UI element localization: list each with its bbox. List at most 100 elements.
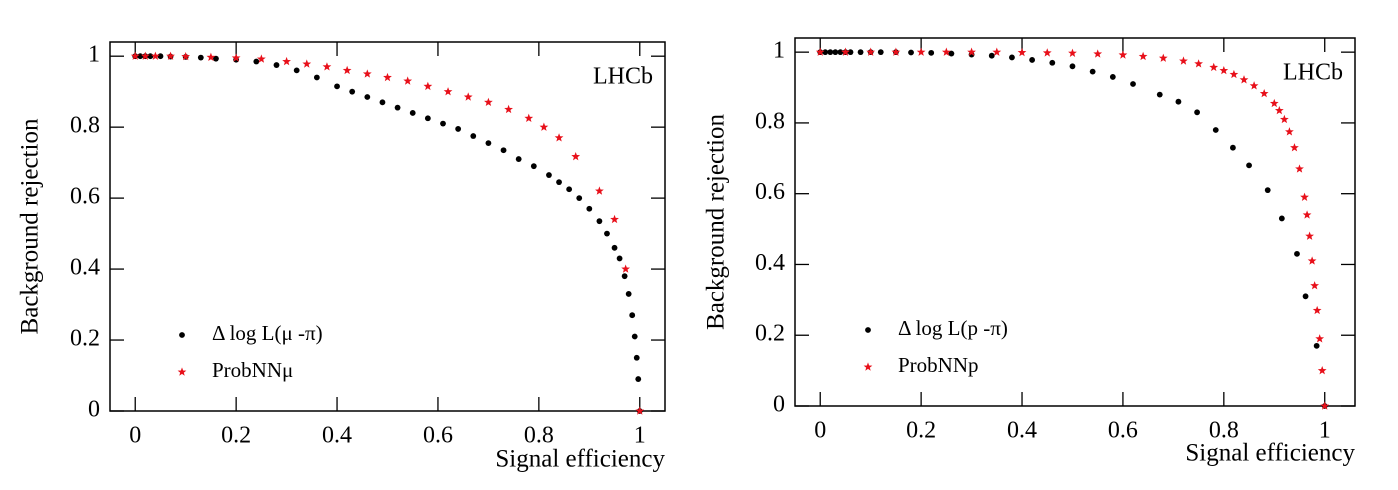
dot-marker <box>832 49 839 56</box>
dot-marker <box>1294 250 1300 257</box>
star-marker <box>362 69 372 78</box>
star-marker <box>1320 401 1330 410</box>
dot-marker <box>596 218 603 225</box>
dot-marker <box>1246 162 1252 169</box>
dot-marker <box>1109 74 1116 80</box>
star-marker <box>342 65 352 75</box>
dot-marker <box>1313 342 1320 349</box>
star-marker <box>841 47 850 56</box>
dot-marker <box>334 83 340 90</box>
star-marker <box>443 87 453 96</box>
dot-marker <box>349 88 356 95</box>
plot-frame <box>109 41 666 412</box>
star-marker <box>1219 65 1229 75</box>
plot-frame <box>794 37 1356 407</box>
dot-marker <box>822 49 829 56</box>
dot-marker <box>1264 187 1271 194</box>
star-marker <box>282 56 291 66</box>
y-tick-label: 0.4 <box>70 255 100 281</box>
y-tick-label: 0 <box>88 397 100 423</box>
dot-marker <box>611 244 618 251</box>
dot-marker <box>621 273 628 280</box>
y-tick-label: 0.6 <box>755 179 785 205</box>
dot-marker <box>928 49 935 56</box>
dot-marker <box>556 179 562 186</box>
legend-label: Δ log L(μ -π) <box>212 321 323 345</box>
star-marker <box>1279 114 1289 124</box>
dot-marker <box>1212 127 1219 133</box>
dot-marker <box>179 332 185 338</box>
y-tick-label: 0.2 <box>70 326 100 352</box>
star-marker <box>1017 47 1027 57</box>
star-marker <box>166 51 175 60</box>
annotation: LHCb <box>593 64 653 90</box>
star-marker <box>1068 48 1077 57</box>
dot-marker <box>604 230 610 237</box>
star-marker <box>1302 210 1312 219</box>
y-axis-title: Background rejection <box>17 118 44 334</box>
x-tick-label: 0.8 <box>1209 418 1239 444</box>
star-marker <box>1317 366 1327 375</box>
dot-marker <box>1156 91 1163 98</box>
dot-marker <box>1302 293 1309 300</box>
star-marker <box>1269 98 1279 108</box>
star-marker <box>1179 56 1188 65</box>
star-marker <box>423 81 433 91</box>
star-marker <box>231 53 241 62</box>
dot-marker <box>566 186 573 193</box>
star-marker <box>1042 48 1052 57</box>
dot-marker <box>908 49 914 56</box>
dot-marker <box>313 74 320 81</box>
star-marker <box>463 92 473 101</box>
dot-marker <box>635 376 642 382</box>
dot-marker <box>988 52 995 59</box>
star-marker <box>383 72 392 82</box>
dot-marker <box>1069 63 1076 70</box>
dot-marker <box>631 333 638 340</box>
star-marker <box>1305 231 1314 240</box>
star-marker <box>256 54 266 63</box>
x-tick-label: 0.4 <box>322 423 352 449</box>
star-marker <box>1315 334 1325 343</box>
x-tick-label: 1 <box>634 423 646 449</box>
star-marker <box>539 122 549 131</box>
x-tick-label: 0 <box>814 418 826 444</box>
x-axis-title: Signal efficiency <box>495 446 665 473</box>
star-marker <box>1307 256 1317 265</box>
y-tick-label: 1 <box>773 38 785 64</box>
dot-marker <box>213 55 219 62</box>
star-marker <box>130 51 140 60</box>
dot-marker <box>586 205 593 212</box>
star-marker <box>1229 69 1239 79</box>
x-tick-label: 0.2 <box>906 418 936 444</box>
star-marker <box>992 47 1002 56</box>
star-marker <box>1295 164 1304 173</box>
dot-marker <box>625 291 632 297</box>
dot-marker <box>530 163 537 170</box>
dot-marker <box>424 115 431 122</box>
annotation: LHCb <box>1283 60 1343 86</box>
dot-marker <box>485 140 492 147</box>
dot-marker <box>273 62 280 68</box>
dot-marker <box>865 327 871 333</box>
y-tick-label: 0.6 <box>70 184 100 210</box>
dot-marker <box>147 53 154 60</box>
dot-marker <box>1049 59 1056 66</box>
x-tick-label: 0 <box>129 423 141 449</box>
y-tick-label: 0.8 <box>755 108 785 134</box>
star-marker <box>1209 62 1219 72</box>
star-marker <box>302 59 312 68</box>
dot-marker <box>857 49 864 56</box>
star-marker <box>621 264 631 273</box>
dot-marker <box>633 354 640 361</box>
x-tick-label: 0.6 <box>423 423 453 449</box>
x-tick-label: 1 <box>1319 418 1331 444</box>
star-marker <box>635 406 645 415</box>
dot-marker <box>1194 109 1200 116</box>
star-marker <box>177 367 187 376</box>
dot-marker <box>629 312 636 319</box>
dot-marker <box>500 147 507 154</box>
y-tick-label: 0.2 <box>755 321 785 347</box>
